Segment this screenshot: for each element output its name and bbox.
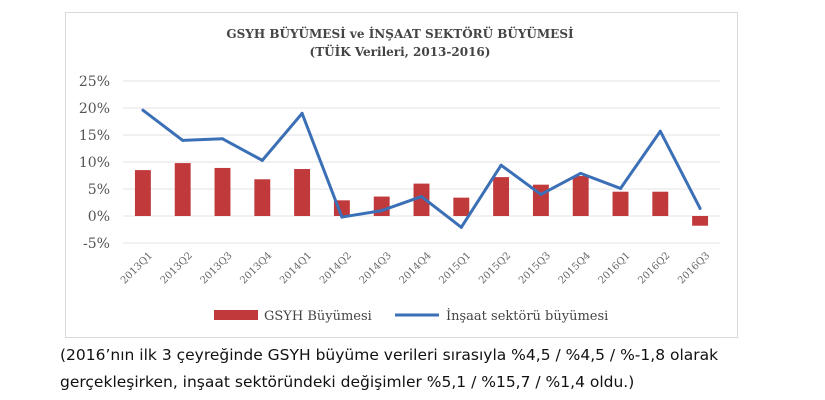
line-point xyxy=(698,206,702,210)
x-tick-label: 2016Q1 xyxy=(597,250,633,286)
line-point xyxy=(539,192,543,196)
bar xyxy=(294,169,311,216)
legend-label-bar: GSYH Büyümesi xyxy=(264,309,372,324)
legend: GSYH Büyümesi İnşaat sektörü büyümesi xyxy=(214,307,608,324)
line-point xyxy=(300,111,304,115)
y-tick-label: 0% xyxy=(88,209,110,225)
line-point xyxy=(340,215,344,219)
y-tick-label: 25% xyxy=(79,74,110,90)
bar xyxy=(413,183,430,216)
x-tick-label: 2013Q1 xyxy=(119,250,155,286)
bar xyxy=(453,197,470,216)
x-tick-label: 2013Q2 xyxy=(159,250,195,286)
x-tick-label: 2013Q4 xyxy=(238,250,274,286)
bar xyxy=(612,191,629,216)
x-tick-label: 2015Q4 xyxy=(557,250,593,286)
bar xyxy=(652,191,669,216)
bar xyxy=(174,163,191,216)
line-point xyxy=(619,186,622,190)
bar xyxy=(373,196,390,216)
bar xyxy=(692,216,709,226)
line-point xyxy=(380,209,384,213)
y-tick-label: 20% xyxy=(79,101,110,117)
caption-line-1: (2016’nın ilk 3 çeyreğinde GSYH büyüme v… xyxy=(60,346,719,364)
bar xyxy=(134,170,151,216)
bar xyxy=(214,167,231,216)
x-tick-label: 2014Q3 xyxy=(358,250,394,286)
bar xyxy=(254,179,271,216)
y-tick-label: 5% xyxy=(88,182,110,198)
x-tick-label: 2015Q2 xyxy=(477,250,513,286)
x-tick-label: 2015Q1 xyxy=(437,250,473,286)
legend-label-line: İnşaat sektörü büyümesi xyxy=(446,307,608,324)
line-point xyxy=(658,129,662,133)
line-point xyxy=(420,195,423,199)
chart-subtitle: (TÜİK Verileri, 2013-2016) xyxy=(310,43,491,59)
x-tick-label: 2013Q3 xyxy=(199,250,235,286)
line-point xyxy=(499,163,503,167)
y-tick-label: -5% xyxy=(83,236,110,252)
legend-swatch-bar xyxy=(214,310,258,320)
caption-line-2: gerçekleşirken, inşaat sektöründeki deği… xyxy=(60,373,635,391)
line-point xyxy=(181,138,185,142)
y-tick-label: 15% xyxy=(79,128,110,144)
y-tick-label: 10% xyxy=(79,155,110,171)
line-point xyxy=(260,158,264,162)
chart-title: GSYH BÜYÜMESİ ve İNŞAAT SEKTÖRÜ BÜYÜMESİ xyxy=(226,25,574,41)
line-point xyxy=(459,225,463,229)
line-point xyxy=(579,171,583,175)
x-tick-label: 2015Q3 xyxy=(517,250,553,286)
x-tick-label: 2014Q2 xyxy=(318,250,354,286)
line-point xyxy=(141,108,145,112)
bar xyxy=(493,177,510,216)
line-point xyxy=(221,137,224,141)
bar xyxy=(572,176,589,216)
x-tick-label: 2014Q1 xyxy=(278,250,314,286)
x-tick-label: 2016Q3 xyxy=(676,250,712,286)
x-tick-label: 2016Q2 xyxy=(636,250,672,286)
x-tick-label: 2014Q4 xyxy=(398,250,434,286)
chart-frame xyxy=(65,12,738,338)
